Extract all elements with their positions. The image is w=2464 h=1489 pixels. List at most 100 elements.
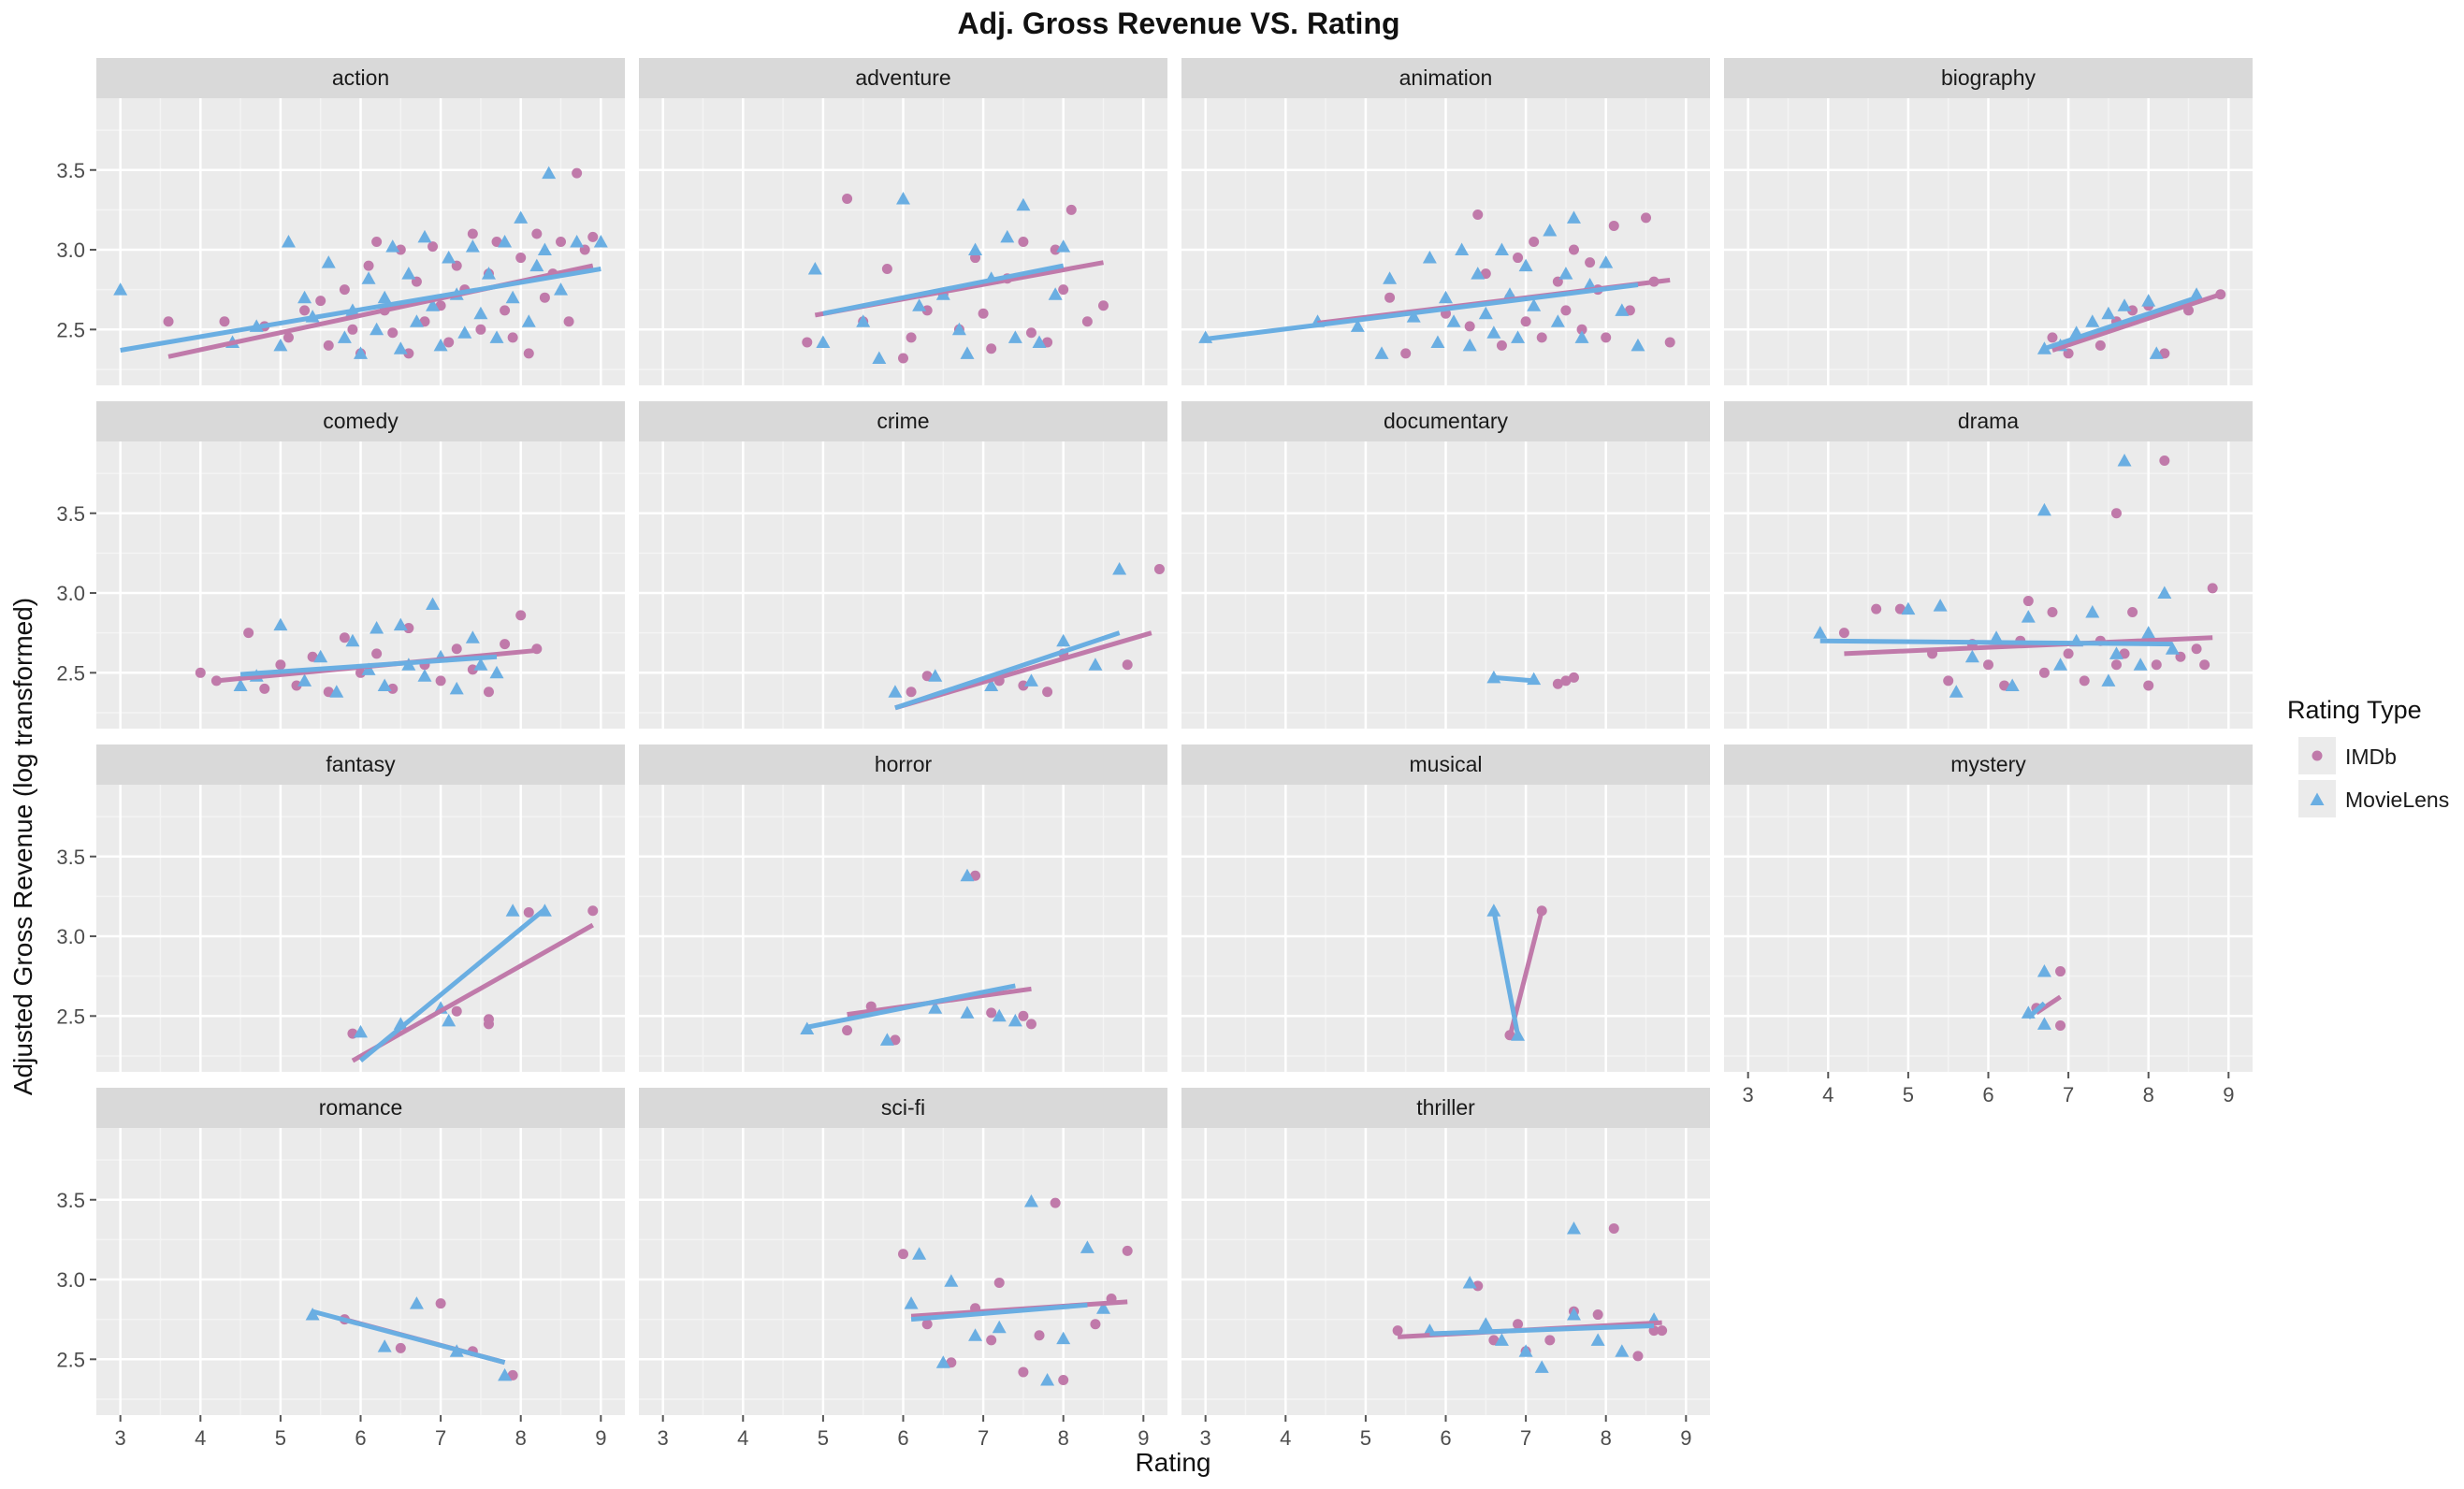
x-tick-label: 4: [737, 1426, 748, 1450]
movielens-fit-line: [1493, 674, 1534, 684]
movielens-point: [498, 1367, 513, 1381]
imdb-point: [1529, 237, 1540, 247]
facet-label: biography: [1941, 65, 2036, 90]
imdb-point: [2110, 659, 2122, 671]
movielens-point: [2101, 306, 2116, 320]
imdb-point: [371, 648, 383, 659]
x-tick-label: 4: [195, 1426, 206, 1450]
movielens-point: [273, 617, 288, 631]
imdb-point: [2047, 332, 2058, 343]
imdb-point: [2119, 648, 2130, 659]
movielens-point: [960, 346, 975, 359]
imdb-point: [428, 241, 439, 253]
movielens-point: [2005, 678, 2020, 691]
imdb-point: [339, 284, 350, 296]
imdb-point: [986, 343, 997, 354]
movielens-point: [233, 678, 248, 691]
imdb-point: [986, 1335, 997, 1346]
movielens-point: [2085, 314, 2100, 327]
imdb-point: [1058, 1374, 1069, 1385]
movielens-point: [2036, 1017, 2051, 1030]
x-tick-label: 9: [595, 1426, 606, 1450]
imdb-point: [1081, 316, 1093, 327]
x-tick-label: 8: [515, 1426, 527, 1450]
legend-symbol-imdb: [2312, 750, 2323, 761]
imdb-point: [1480, 268, 1491, 280]
y-tick-label: 3.5: [56, 159, 85, 182]
imdb-point: [2159, 455, 2170, 466]
facet-label: horror: [875, 752, 933, 776]
y-tick-label: 3.0: [56, 239, 85, 262]
imdb-point: [986, 1007, 997, 1019]
imdb-point: [483, 1014, 494, 1025]
movielens-fit-line: [120, 267, 602, 353]
movielens-fit-line: [239, 654, 498, 677]
movielens-point: [1096, 1301, 1111, 1314]
movielens-point: [1590, 1333, 1605, 1346]
x-tick-label: 7: [978, 1426, 989, 1450]
facet-panel-adventure: adventure: [639, 58, 1167, 385]
facet-panel-drama: drama: [1724, 401, 2253, 729]
imdb-point: [1999, 680, 2010, 691]
imdb-point: [243, 628, 254, 639]
movielens-point: [1455, 242, 1470, 256]
imdb-point: [515, 610, 527, 621]
imdb-point: [1050, 1197, 1061, 1208]
imdb-point: [2038, 667, 2050, 678]
movielens-point: [960, 1005, 975, 1019]
movielens-point: [498, 235, 513, 248]
imdb-point: [1536, 332, 1547, 343]
movielens-point: [1494, 242, 1509, 256]
movielens-point: [1374, 346, 1389, 359]
movielens-point: [1534, 1360, 1549, 1373]
imdb-point: [2110, 508, 2122, 519]
legend-symbol-movielens: [2310, 792, 2325, 805]
imdb-point: [523, 906, 534, 918]
imdb-point: [1050, 244, 1061, 255]
imdb-point: [395, 244, 406, 255]
movielens-point: [928, 669, 943, 682]
x-tick-label: 5: [818, 1426, 829, 1450]
movielens-point: [514, 210, 529, 224]
imdb-point: [1608, 1222, 1619, 1234]
imdb-point: [2079, 675, 2090, 687]
movielens-point: [1933, 599, 1948, 612]
movielens-point: [1543, 224, 1558, 237]
facet-label: comedy: [323, 409, 399, 433]
facet-panel-action: action 2.5 3.0 3.5: [56, 58, 625, 385]
imdb-point: [1384, 292, 1396, 303]
movielens-point: [951, 322, 966, 336]
movielens-point: [457, 325, 472, 339]
imdb-point: [163, 316, 174, 327]
movielens-point: [2133, 658, 2148, 671]
movielens-point: [2117, 298, 2132, 311]
chart-title: Adj. Gross Revenue VS. Rating: [958, 7, 1400, 40]
movielens-fit-line: [806, 983, 1016, 1030]
imdb-point: [531, 228, 543, 239]
movielens-point: [1056, 633, 1071, 647]
imdb-point: [1122, 1245, 1133, 1256]
movielens-point: [1813, 626, 1828, 639]
imdb-point: [1608, 220, 1619, 231]
facet-strip: [1181, 58, 1710, 98]
movielens-point: [2141, 294, 2156, 307]
x-tick-label: 8: [1058, 1426, 1069, 1450]
movielens-fit-line: [1491, 910, 1521, 1036]
legend-title: Rating Type: [2287, 696, 2422, 724]
imdb-point: [315, 296, 326, 307]
imdb-point: [387, 683, 399, 694]
x-tick-label: 3: [1743, 1083, 1754, 1106]
imdb-point: [2127, 305, 2138, 316]
imdb-point: [419, 316, 430, 327]
imdb-point: [1632, 1351, 1644, 1362]
imdb-point: [523, 348, 534, 359]
imdb-point: [921, 1319, 933, 1330]
imdb-fit-line: [351, 922, 594, 1063]
x-tick-label: 9: [1138, 1426, 1149, 1450]
imdb-point: [403, 623, 414, 634]
movielens-point: [417, 229, 432, 243]
x-tick-label: 3: [658, 1426, 669, 1450]
facet-label: sci-fi: [881, 1095, 925, 1120]
movielens-point: [370, 322, 384, 336]
movielens-point: [1486, 325, 1501, 339]
